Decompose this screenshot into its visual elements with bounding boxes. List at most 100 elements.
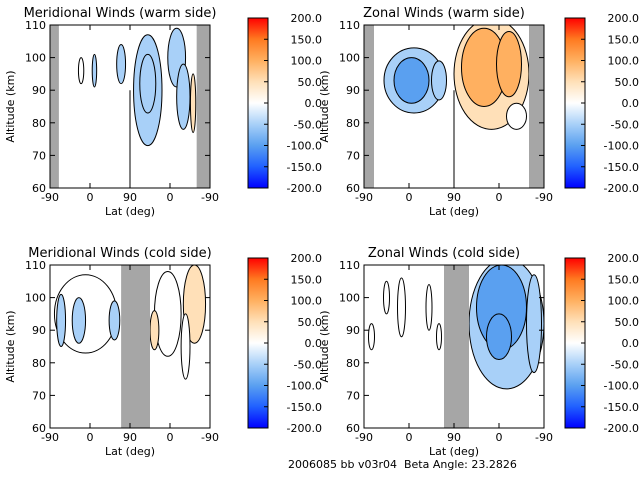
chart-panel-3: Meridional Winds (cold side) 60 70 80 90 100 1… — [4, 246, 322, 458]
no-data-band — [50, 25, 59, 188]
chart-title: Zonal Winds (warm side) — [363, 6, 525, 21]
y-tick-label: 80 — [32, 117, 46, 130]
contour-region — [526, 274, 542, 374]
contour-region — [496, 31, 522, 98]
y-tick-label: 110 — [25, 19, 46, 32]
x-tick-label: 0 — [406, 191, 413, 204]
colorbar-tick-label: -200.0 — [604, 182, 639, 195]
x-tick-label: -90 — [41, 431, 59, 444]
x-tick-label: 0 — [167, 431, 174, 444]
colorbar-tick-label: -100.0 — [287, 140, 322, 153]
chart-title: Zonal Winds (cold side) — [368, 246, 520, 261]
colorbar-tick-label: 100.0 — [608, 55, 640, 68]
y-tick-label: 80 — [32, 357, 46, 370]
contour-region — [486, 313, 512, 361]
contour-region — [71, 297, 87, 344]
colorbar-tick-label: -200.0 — [287, 182, 322, 195]
y-tick-label: 60 — [346, 422, 360, 435]
contour-region — [383, 280, 390, 315]
colorbar-tick-label: -200.0 — [287, 422, 322, 435]
no-data-band — [364, 25, 374, 188]
contour-region — [149, 310, 160, 351]
contour-region — [393, 57, 430, 104]
contour-region — [425, 284, 433, 331]
y-tick-label: 90 — [346, 84, 360, 97]
colorbar-tick-label: -200.0 — [604, 422, 639, 435]
y-axis-label: Altitude (km) — [318, 70, 331, 142]
contour-layer — [364, 25, 544, 188]
colorbar-tick-label: -150.0 — [287, 401, 322, 414]
colorbar-tick-label: -100.0 — [287, 380, 322, 393]
contour-layer — [368, 265, 544, 428]
x-tick-label: 90 — [447, 191, 461, 204]
no-data-band — [529, 25, 544, 188]
contour-region — [116, 44, 127, 85]
colorbar-tick-label: -100.0 — [604, 140, 639, 153]
colorbar-tick-label: -150.0 — [604, 161, 639, 174]
x-tick-label: -90 — [535, 431, 553, 444]
y-tick-label: 70 — [32, 149, 46, 162]
y-tick-label: 70 — [346, 389, 360, 402]
x-tick-label: 90 — [123, 191, 137, 204]
contour-region — [506, 102, 527, 130]
colorbar-tick-label: 50.0 — [615, 316, 640, 329]
no-data-band — [196, 25, 210, 188]
y-tick-label: 110 — [339, 259, 360, 272]
contour-layer — [53, 265, 207, 428]
x-tick-label: 90 — [123, 431, 137, 444]
contour-region — [431, 60, 447, 101]
colorbar-tick-label: 100.0 — [291, 55, 323, 68]
colorbar-tick-label: -50.0 — [611, 118, 639, 131]
no-data-band — [121, 265, 150, 428]
y-tick-label: 90 — [346, 324, 360, 337]
contour-region — [108, 300, 121, 341]
x-tick-label: 0 — [496, 191, 503, 204]
contour-region — [91, 53, 98, 88]
colorbar-tick-label: 0.0 — [305, 97, 323, 110]
colorbar-tick-label: 100.0 — [608, 295, 640, 308]
colorbar-tick-label: 50.0 — [298, 316, 323, 329]
y-tick-label: 100 — [339, 292, 360, 305]
chart-title: Meridional Winds (warm side) — [24, 6, 217, 21]
x-tick-label: -90 — [355, 431, 373, 444]
contour-region — [180, 313, 191, 380]
figure-footer: 2006085 bb v03r04 Beta Angle: 23.2826 — [288, 458, 517, 471]
colorbar-tick-label: 200.0 — [291, 12, 323, 25]
x-tick-label: -90 — [355, 191, 373, 204]
y-tick-label: 110 — [339, 19, 360, 32]
y-tick-label: 70 — [32, 389, 46, 402]
colorbar-tick-label: 100.0 — [291, 295, 323, 308]
contour-region — [153, 271, 182, 357]
x-axis-label: Lat (deg) — [105, 205, 155, 218]
colorbar-tick-label: 150.0 — [608, 33, 640, 46]
beta-angle-value: 23.2826 — [471, 458, 517, 471]
y-axis-label: Altitude (km) — [318, 310, 331, 382]
contour-region — [368, 323, 375, 351]
contour-layer — [50, 25, 210, 188]
chart-panel-2: Zonal Winds (warm side) 60 70 80 90 100 110 -90… — [318, 6, 639, 218]
x-tick-label: -90 — [201, 191, 219, 204]
y-tick-label: 100 — [339, 52, 360, 65]
y-tick-label: 110 — [25, 259, 46, 272]
no-data-band — [444, 265, 469, 428]
colorbar-tick-label: 0.0 — [622, 97, 640, 110]
x-axis-label: Lat (deg) — [429, 445, 479, 458]
colorbar-tick-label: -50.0 — [611, 358, 639, 371]
x-tick-label: -90 — [201, 431, 219, 444]
y-tick-label: 70 — [346, 149, 360, 162]
y-tick-label: 90 — [32, 324, 46, 337]
colorbar-tick-label: 50.0 — [615, 76, 640, 89]
contour-region — [436, 323, 442, 351]
colorbar-tick-label: 0.0 — [305, 337, 323, 350]
y-tick-label: 60 — [346, 182, 360, 195]
chart-panel-1: Meridional Winds (warm side) 60 70 80 90 100 1… — [4, 6, 322, 218]
beta-angle-label: Beta Angle: — [403, 458, 468, 471]
colorbar-tick-label: 200.0 — [291, 252, 323, 265]
colorbar-tick-label: 0.0 — [622, 337, 640, 350]
x-tick-label: 0 — [87, 431, 94, 444]
y-tick-label: 100 — [25, 292, 46, 305]
contour-region — [56, 293, 67, 348]
x-tick-label: 0 — [496, 431, 503, 444]
x-tick-label: 90 — [447, 431, 461, 444]
x-tick-label: -90 — [535, 191, 553, 204]
